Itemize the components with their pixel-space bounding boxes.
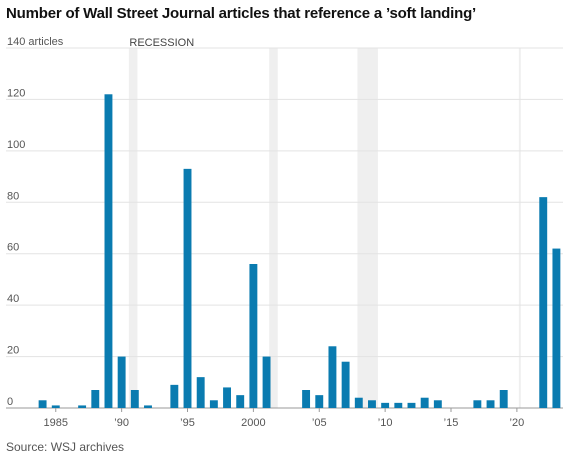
bar-1985 xyxy=(51,405,60,408)
bar-2001 xyxy=(262,356,271,408)
recession-band-2 xyxy=(357,48,378,408)
bar-2011 xyxy=(394,402,403,408)
bar-1988 xyxy=(91,390,100,408)
bar-2017 xyxy=(473,400,482,408)
bar-1987 xyxy=(78,405,87,408)
chart-title: Number of Wall Street Journal articles t… xyxy=(6,5,476,22)
bar-2004 xyxy=(302,390,311,408)
bar-2007 xyxy=(341,361,350,408)
bars xyxy=(38,94,561,409)
bar-2018 xyxy=(486,400,495,408)
bar-1999 xyxy=(236,395,245,408)
bar-1984 xyxy=(38,400,47,408)
recession-band-3 xyxy=(518,48,521,408)
bar-1998 xyxy=(223,387,231,408)
bar-2010 xyxy=(381,402,390,408)
bar-1991 xyxy=(130,390,139,408)
recession-label: RECESSION xyxy=(129,37,194,49)
bar-2012 xyxy=(407,402,416,408)
y-tick-label-0: 0 xyxy=(7,396,13,408)
recession-band-0 xyxy=(128,48,138,408)
x-tick-label-2000: 2000 xyxy=(241,417,265,429)
bar-2008 xyxy=(354,397,363,408)
grid-lines xyxy=(6,47,563,409)
x-tick-label-2020: ’20 xyxy=(510,417,525,429)
y-tick-label-120: 120 xyxy=(7,87,25,99)
bar-1995 xyxy=(183,168,192,408)
bar-1994 xyxy=(170,384,179,408)
bar-2014 xyxy=(433,400,442,408)
bar-1990 xyxy=(117,356,126,408)
y-tick-label-40: 40 xyxy=(7,293,19,305)
bar-2022 xyxy=(539,197,548,408)
y-tick-label-140: 140 articles xyxy=(7,36,64,48)
axis-labels: 0 20 40 60 80 100 120 140 articles 1985 ’90 ’95 200… xyxy=(7,36,524,429)
bar-1992 xyxy=(144,405,152,408)
y-tick-label-20: 20 xyxy=(7,345,19,357)
x-tick-label-1990: ’90 xyxy=(114,417,129,429)
y-tick-label-60: 60 xyxy=(7,242,19,254)
bar-2019 xyxy=(499,390,508,408)
bar-2000 xyxy=(249,264,258,408)
bar-1996 xyxy=(196,377,205,408)
recession-bands xyxy=(128,48,521,408)
x-tick-label-2010: ’10 xyxy=(378,417,393,429)
bar-1989 xyxy=(104,94,113,409)
x-tick-label-2005: ’05 xyxy=(312,417,327,429)
bar-2023 xyxy=(552,248,561,408)
bar-2006 xyxy=(328,346,337,408)
x-tick-label-2015: ’15 xyxy=(444,417,459,429)
y-tick-label-80: 80 xyxy=(7,190,19,202)
x-tick-label-1995: ’95 xyxy=(180,417,195,429)
recession-band-1 xyxy=(269,48,278,408)
bar-2009 xyxy=(368,400,376,408)
bar-2013 xyxy=(420,397,429,408)
y-tick-label-100: 100 xyxy=(7,139,25,151)
bar-2005 xyxy=(315,395,324,408)
x-tick-label-1985: 1985 xyxy=(44,417,68,429)
bar-1997 xyxy=(209,400,218,408)
chart-source: Source: WSJ archives xyxy=(6,440,125,454)
